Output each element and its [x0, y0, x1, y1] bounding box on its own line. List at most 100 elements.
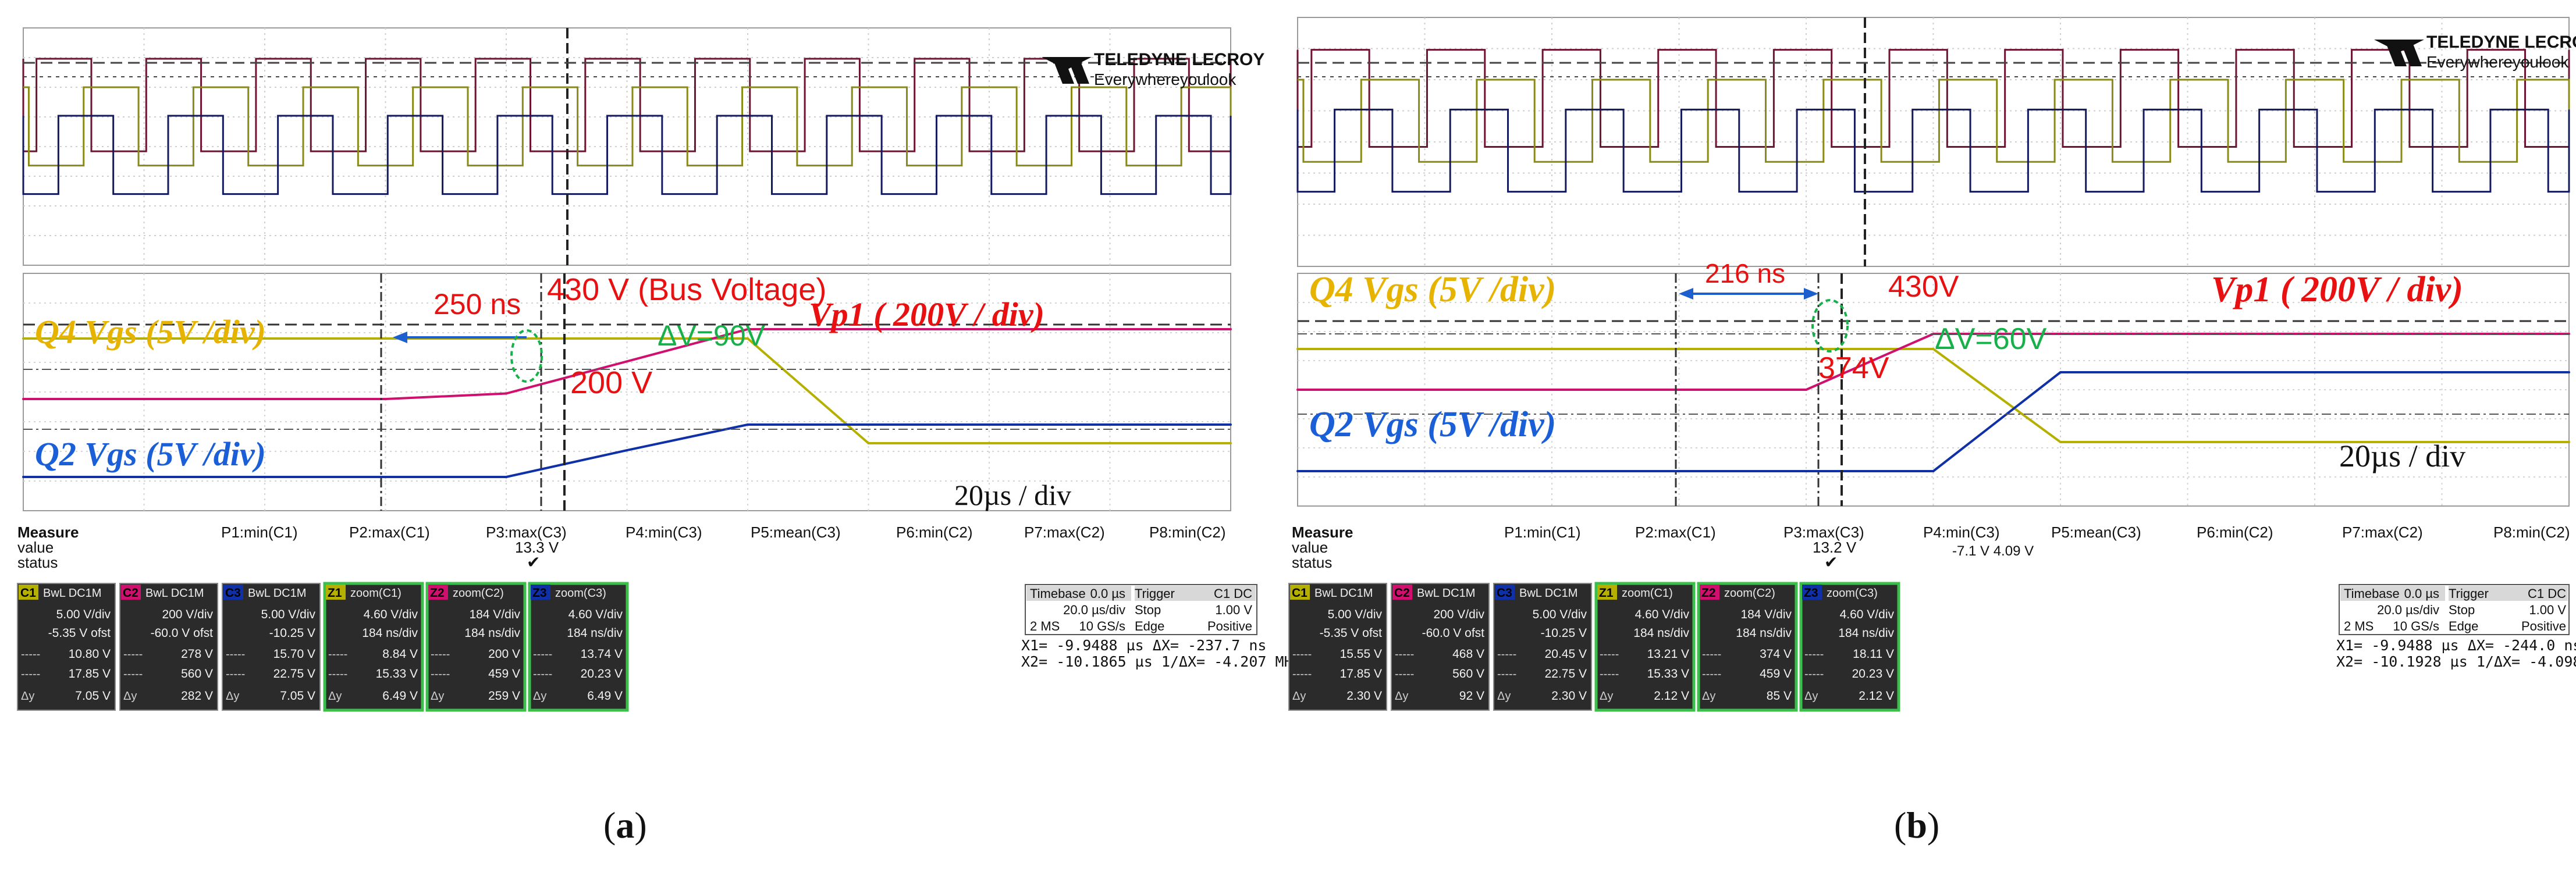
- data-point: [1296, 389, 1299, 391]
- data-point: [1296, 470, 1299, 472]
- channel-box-z2[interactable]: [425, 582, 527, 712]
- data-point: [1932, 348, 1935, 350]
- cursor-readout-2: X2= -10.1928 µs 1/ΔX= -4.098 MHz: [2336, 653, 2576, 670]
- channel-row-label: Δy: [226, 690, 239, 703]
- channel-readout: 200 V/div: [162, 608, 213, 621]
- channel-box-c2[interactable]: [119, 583, 218, 711]
- data-point: [1108, 328, 1111, 330]
- vp1-label: Vp1 ( 200V / div): [809, 295, 1044, 333]
- transition-highlight: [1811, 299, 1849, 352]
- teledyne-lecroy-logo: TELEDYNE LECROY Everywhereyoulook: [2374, 33, 2576, 71]
- channel-box-z2[interactable]: [1697, 582, 1798, 712]
- channel-sub: zoom(C1): [350, 587, 401, 600]
- measure-header: Measure: [17, 523, 79, 541]
- timebase-field: C1 DC: [1214, 586, 1252, 601]
- channel-readout: 6.49 V: [382, 689, 418, 703]
- channel-readout: 10.80 V: [69, 647, 111, 661]
- channel-row-label: -----: [1395, 668, 1414, 681]
- channel-row-label: Δy: [1702, 690, 1715, 703]
- measure-param: P4:min(C3): [626, 523, 702, 541]
- timebase-field: 10 GS/s: [1079, 619, 1125, 633]
- channel-row-label: -----: [431, 648, 450, 661]
- channel-box-z3[interactable]: [1799, 582, 1900, 712]
- status-check: ✔: [1824, 553, 1838, 571]
- channel-readout: 2.30 V: [1551, 689, 1587, 703]
- channel-tag: C2: [123, 586, 138, 600]
- data-point: [1678, 348, 1680, 350]
- measure-param: P7:max(C2): [2342, 523, 2423, 541]
- delay-label: 216 ns: [1705, 258, 1785, 289]
- channel-readout: 184 ns/div: [1736, 626, 1792, 640]
- data-point: [143, 398, 145, 400]
- channel-readout: 8.84 V: [382, 647, 418, 661]
- channel-row-label: -----: [21, 668, 40, 681]
- channel-readout: 468 V: [1452, 647, 1484, 661]
- channel-row-label: Δy: [533, 690, 546, 703]
- timebase-field: 1.00 V: [1215, 603, 1252, 617]
- data-point: [505, 392, 507, 395]
- timebase-trigger-box: Timebase 0.0 µs Trigger C1 DC 20.0 µs/div Sto…: [2339, 584, 2570, 635]
- data-point: [2186, 441, 2189, 443]
- data-point: [1108, 442, 1111, 444]
- measure-param: P1:min(C1): [1504, 523, 1580, 541]
- zoom-waveforms: [22, 328, 1232, 478]
- channel-box-c3[interactable]: [222, 583, 321, 711]
- channel-row-label: Δy: [1395, 690, 1408, 703]
- channel-box-c3[interactable]: [1493, 583, 1592, 711]
- data-point: [626, 449, 628, 452]
- level-label: 374V: [1818, 351, 1889, 385]
- data-point: [143, 337, 145, 340]
- channel-readout: 200 V: [488, 647, 520, 661]
- channel-sub: BwL DC1M: [248, 587, 306, 600]
- channel-tag-bg: [1290, 585, 1310, 600]
- timebase-field: Trigger: [1135, 586, 1175, 601]
- channel-row-label: -----: [533, 648, 552, 661]
- data-point: [264, 476, 266, 478]
- timediv-label: 20µs / div: [954, 479, 1071, 511]
- channel-box-c1[interactable]: [17, 583, 116, 711]
- channel-tag-bg: [531, 585, 550, 600]
- channel-readout: 374 V: [1760, 647, 1792, 661]
- channel-readout: 259 V: [488, 689, 520, 703]
- data-point: [1805, 348, 1807, 350]
- channel-readout: 15.55 V: [1340, 647, 1382, 661]
- channel-box-c2[interactable]: [1391, 583, 1490, 711]
- data-point: [2440, 371, 2443, 373]
- channel-readout: -60.0 V ofst: [151, 626, 214, 640]
- channel-boxes: C1 BwL DC1M 5.00 V/div -5.35 V ofst 15.55 V 1…: [1288, 582, 1900, 712]
- channel-readout: 282 V: [181, 689, 213, 703]
- channel-tag: Z1: [1599, 586, 1614, 600]
- channel-readout: 5.00 V/div: [261, 608, 316, 621]
- channel-box-z1[interactable]: [323, 582, 424, 712]
- channel-readout: 15.33 V: [1647, 667, 1689, 681]
- timebase-field: 0.0 µs: [1090, 586, 1125, 601]
- channel-tag-bg: [121, 585, 141, 600]
- channel-tag-bg: [223, 585, 243, 600]
- channel-readout: 2.30 V: [1346, 689, 1382, 703]
- delay-arrowhead: [393, 332, 407, 343]
- channel-box-c1[interactable]: [1288, 583, 1387, 711]
- channel-box-z1[interactable]: [1594, 582, 1696, 712]
- panel-b: TELEDYNE LECROY Everywhereyoulook Q4 Vgs…: [1288, 17, 2576, 846]
- channel-boxes: C1 BwL DC1M 5.00 V/div -5.35 V ofst 10.80 V 1…: [17, 582, 629, 712]
- channel-tag-bg: [19, 585, 38, 600]
- data-point: [143, 476, 145, 478]
- caption-b: (b): [1894, 804, 1939, 846]
- channel-row-label: Δy: [328, 690, 342, 703]
- channel-sub: BwL DC1M: [1314, 587, 1373, 600]
- data-point: [1296, 348, 1299, 350]
- channel-box-z3[interactable]: [528, 582, 629, 712]
- data-point: [867, 423, 870, 426]
- channel-sub: BwL DC1M: [1519, 587, 1577, 600]
- data-point: [988, 328, 990, 330]
- channel-readout: 5.00 V/div: [1533, 608, 1587, 621]
- timebase-field: Positive: [1207, 619, 1252, 633]
- channel-readout: 560 V: [1452, 667, 1484, 681]
- overview-waveforms: [1296, 49, 2570, 193]
- channel-row-label: -----: [21, 648, 40, 661]
- data-point: [2059, 371, 2062, 373]
- measure-table: Measure value status P1:min(C1) P2:max(C1…: [1292, 523, 2570, 571]
- measure-extra-values: -7.1 V 4.09 V: [1952, 543, 2034, 559]
- channel-row-label: -----: [1804, 668, 1824, 681]
